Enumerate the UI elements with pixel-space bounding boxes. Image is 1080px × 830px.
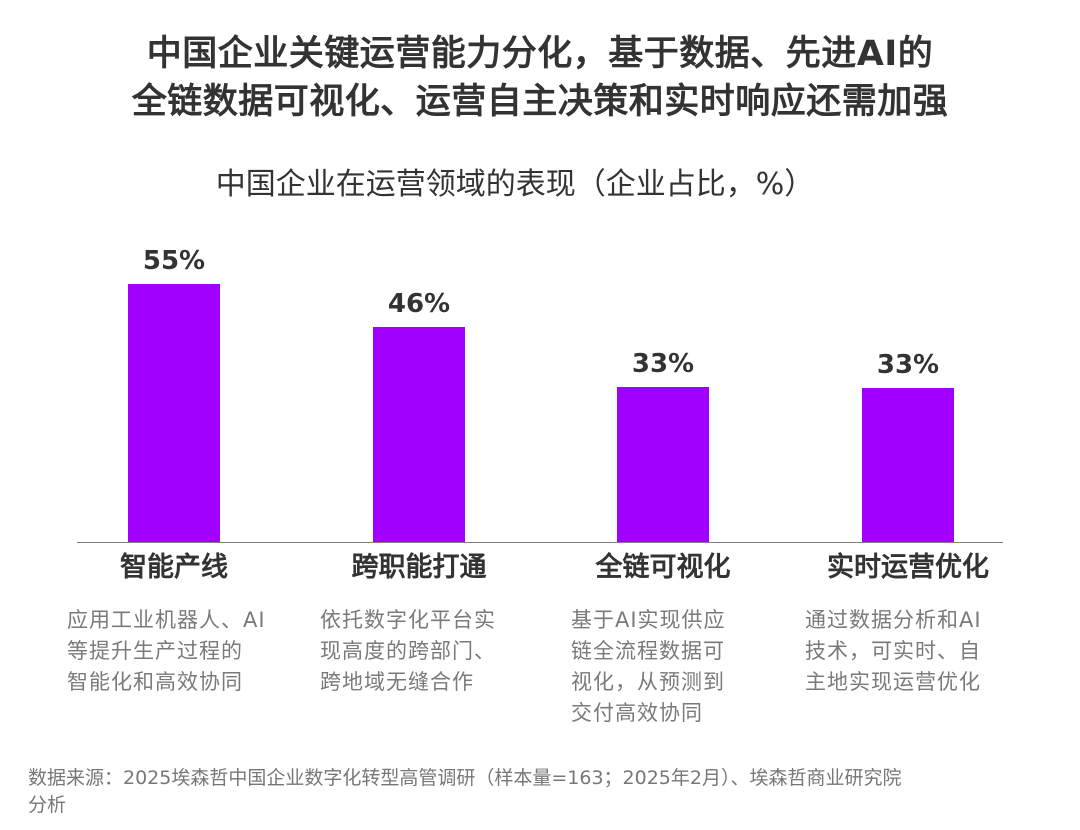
desc-line: 基于AI实现供应 [571,608,726,632]
category-desc-2: 依托数字化平台实 现高度的跨部门、 跨地域无缝合作 [320,605,540,698]
value-label-2: 46% [387,289,451,319]
plot-area: 55% 46% 33% 33% [77,240,1003,542]
desc-line: 链全流程数据可 [571,639,725,663]
desc-line: 跨地域无缝合作 [320,670,474,694]
desc-line: 智能化和高效协同 [67,670,243,694]
desc-line: 应用工业机器人、AI [67,608,266,632]
desc-line: 等提升生产过程的 [67,639,243,663]
value-label-1: 55% [142,246,206,276]
bar-2 [373,327,465,542]
desc-line: 交付高效协同 [571,701,703,725]
chart-title: 中国企业关键运营能力分化，基于数据、先进AI的 全链数据可视化、运营自主决策和实… [0,30,1080,126]
category-desc-3: 基于AI实现供应 链全流程数据可 视化，从预测到 交付高效协同 [571,605,791,729]
category-label-1: 智能产线 [120,552,228,583]
category-label-4: 实时运营优化 [827,552,989,583]
desc-line: 通过数据分析和AI [805,608,982,632]
source-line-1: 数据来源：2025埃森哲中国企业数字化转型高管调研（样本量=163；2025年2… [28,767,902,789]
category-desc-4: 通过数据分析和AI 技术，可实时、自 主地实现运营优化 [805,605,1025,698]
x-axis-line [77,542,1003,543]
value-label-4: 33% [876,350,940,380]
desc-line: 现高度的跨部门、 [320,639,496,663]
desc-line: 依托数字化平台实 [320,608,496,632]
title-line-2: 全链数据可视化、运营自主决策和实时响应还需加强 [131,82,949,122]
bar-3 [617,387,709,542]
category-label-2: 跨职能打通 [351,552,487,583]
chart-subtitle: 中国企业在运营领域的表现（企业占比，%） [215,167,815,202]
desc-line: 主地实现运营优化 [805,670,981,694]
category-desc-1: 应用工业机器人、AI 等提升生产过程的 智能化和高效协同 [67,605,287,698]
data-source-note: 数据来源：2025埃森哲中国企业数字化转型高管调研（样本量=163；2025年2… [28,765,1048,819]
title-line-1: 中国企业关键运营能力分化，基于数据、先进AI的 [146,34,934,74]
value-label-3: 33% [631,349,695,379]
desc-line: 技术，可实时、自 [805,639,981,663]
bar-4 [862,388,954,542]
desc-line: 视化，从预测到 [571,670,725,694]
category-label-3: 全链可视化 [595,552,731,583]
bar-1 [128,284,220,542]
source-line-2: 分析 [28,794,67,816]
